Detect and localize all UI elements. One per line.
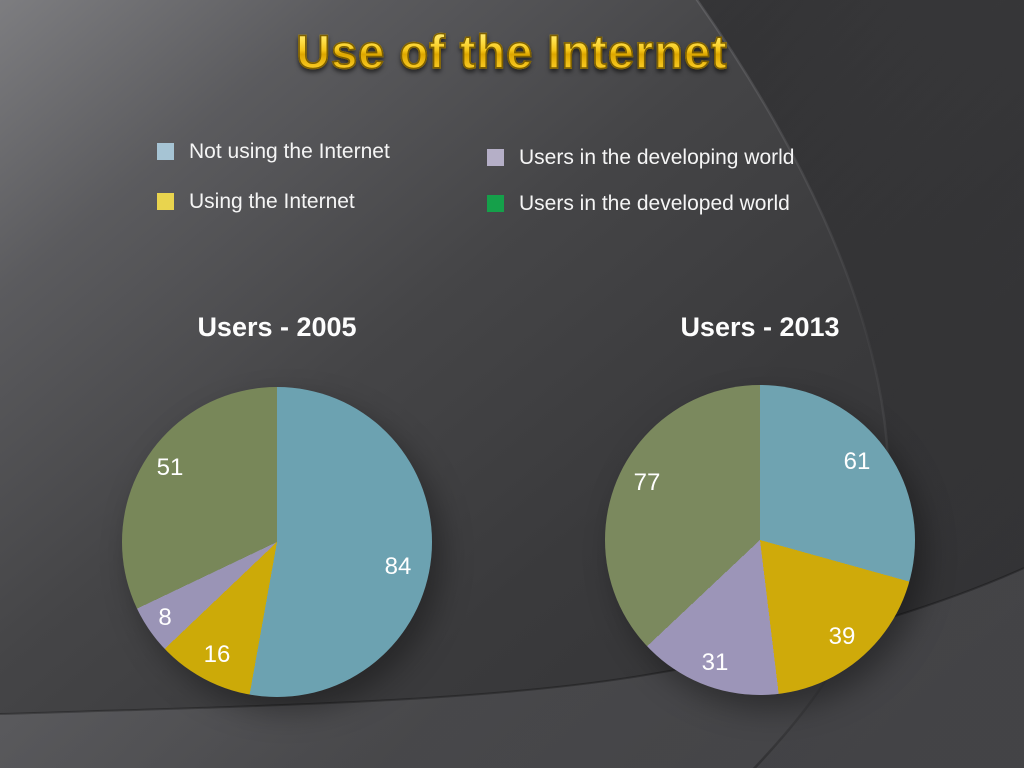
pie-chart-2013: 61 39 31 77 (605, 385, 915, 695)
pie-label-not-using-2005: 84 (384, 553, 412, 580)
legend-swatch-not-using (157, 143, 174, 160)
legend-label: Not using the Internet (189, 140, 390, 163)
pie-label-developing-2005: 8 (158, 604, 172, 631)
legend-item-developing: Users in the developing world (487, 146, 794, 170)
legend-label: Users in the developing world (519, 146, 795, 169)
pie-label-using-2013: 39 (828, 623, 856, 650)
pie-label-developing-2013: 31 (701, 649, 729, 676)
pie-label-using-2005: 16 (203, 641, 231, 668)
pie-label-developed-2005: 51 (156, 454, 184, 481)
legend-swatch-using (157, 193, 174, 210)
pie-chart-2005: 84 16 8 51 (122, 387, 432, 697)
legend-swatch-developing (487, 149, 504, 166)
chart-title-2013: Users - 2013 (680, 312, 840, 342)
legend-label: Using the Internet (189, 190, 355, 213)
legend-column-left: Not using the Internet Using the Interne… (157, 140, 390, 214)
legend-swatch-developed (487, 195, 504, 212)
pie-label-developed-2013: 77 (633, 469, 661, 496)
pie-label-not-using-2013: 61 (843, 448, 871, 475)
chart-title-2005: Users - 2005 (197, 312, 357, 342)
legend-item-not-using: Not using the Internet (157, 140, 390, 164)
legend-item-using: Using the Internet (157, 190, 390, 214)
slide-title: Use of the Internet (0, 24, 1024, 79)
legend-item-developed: Users in the developed world (487, 192, 794, 216)
legend-column-right: Users in the developing world Users in t… (487, 146, 794, 216)
legend-label: Users in the developed world (519, 192, 790, 215)
